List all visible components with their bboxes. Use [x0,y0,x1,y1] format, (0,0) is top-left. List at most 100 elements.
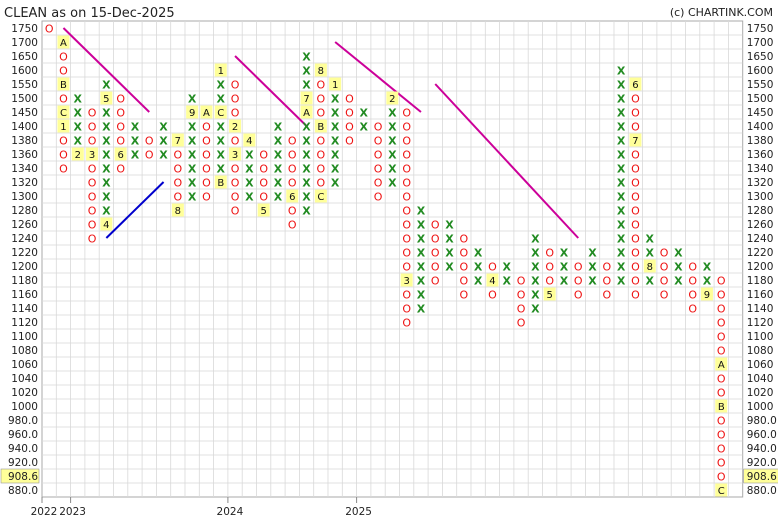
o-mark: O [660,289,669,302]
x-mark: X [188,149,197,162]
x-mark: X [302,51,311,64]
o-mark: O [402,233,411,246]
price-tick-label: 1450 [747,107,774,119]
price-tick-label: 1750 [747,23,774,35]
month-marker-bg [314,119,327,133]
month-marker-bg [71,147,84,161]
month-marker-bg [57,105,70,119]
x-mark: X [245,191,254,204]
o-mark: O [317,79,326,92]
month-marker: 2 [389,94,395,105]
x-mark: X [302,205,311,218]
x-mark: X [245,149,254,162]
trendline [234,55,308,127]
price-tick-label: 1060 [11,359,38,371]
o-mark: O [402,303,411,316]
month-marker: B [718,402,725,413]
o-mark: O [374,177,383,190]
o-mark: O [88,205,97,218]
o-mark: O [288,205,297,218]
month-marker: 1 [332,80,338,91]
x-mark: X [274,191,283,204]
o-mark: O [688,261,697,274]
month-marker: 8 [318,66,324,77]
month-marker-bg [214,175,227,189]
o-mark: O [88,107,97,120]
o-mark: O [717,373,726,386]
x-mark: X [417,233,426,246]
month-marker-bg [243,133,256,147]
month-marker: 4 [489,276,495,287]
month-marker: 9 [189,108,195,119]
x-mark: X [445,233,454,246]
o-mark: O [631,191,640,204]
chart-credit: (c) CHARTINK.COM [670,6,773,19]
o-mark: O [717,415,726,428]
x-mark: X [188,177,197,190]
x-mark: X [617,275,626,288]
month-marker-bg [543,287,556,301]
o-mark: O [431,275,440,288]
x-mark: X [188,121,197,134]
price-tick-label: 1340 [11,163,38,175]
x-mark: X [560,275,569,288]
o-mark: O [259,163,268,176]
x-mark: X [474,247,483,260]
x-mark: X [188,93,197,106]
price-tick-label: 920.0 [8,457,38,469]
x-mark: X [245,177,254,190]
x-mark: X [417,205,426,218]
month-marker: C [718,486,725,497]
price-tick-label: 1080 [747,345,774,357]
x-mark: X [560,247,569,260]
o-mark: O [631,107,640,120]
o-mark: O [631,289,640,302]
o-mark: O [402,205,411,218]
price-tick-label: 920.0 [747,457,777,469]
x-mark: X [131,121,140,134]
price-tick-label: 1160 [747,289,774,301]
o-mark: O [116,121,125,134]
price-tick-label: 880.0 [747,485,777,497]
o-mark: O [402,191,411,204]
x-mark: X [417,261,426,274]
x-mark: X [674,275,683,288]
x-mark: X [274,177,283,190]
month-marker: C [60,108,67,119]
o-mark: O [460,233,469,246]
x-mark: X [331,107,340,120]
o-mark: O [545,275,554,288]
x-mark: X [102,107,111,120]
month-marker-bg [214,63,227,77]
price-tick-label: 1650 [747,51,774,63]
o-mark: O [288,219,297,232]
x-mark: X [503,261,512,274]
o-mark: O [116,135,125,148]
month-marker: 1 [60,122,66,133]
price-tick-label: 1450 [11,107,38,119]
price-tick-label: 1140 [747,303,774,315]
x-mark: X [617,163,626,176]
o-mark: O [317,93,326,106]
price-tick-label: 940.0 [747,443,777,455]
o-mark: O [488,289,497,302]
price-tick-label: 880.0 [8,485,38,497]
price-tick-label: 1240 [747,233,774,245]
price-tick-label: 1340 [747,163,774,175]
o-mark: O [688,303,697,316]
x-mark: X [102,177,111,190]
o-mark: O [488,261,497,274]
x-mark: X [74,121,83,134]
o-mark: O [517,303,526,316]
x-mark: X [646,247,655,260]
x-mark: X [417,219,426,232]
year-label: 2024 [217,506,244,518]
trendline [62,27,150,113]
x-mark: X [188,135,197,148]
price-tick-label: 1380 [11,135,38,147]
o-mark: O [202,121,211,134]
month-marker-bg [715,357,728,371]
price-tick-label: 1300 [747,191,774,203]
o-mark: O [631,219,640,232]
o-mark: O [717,457,726,470]
